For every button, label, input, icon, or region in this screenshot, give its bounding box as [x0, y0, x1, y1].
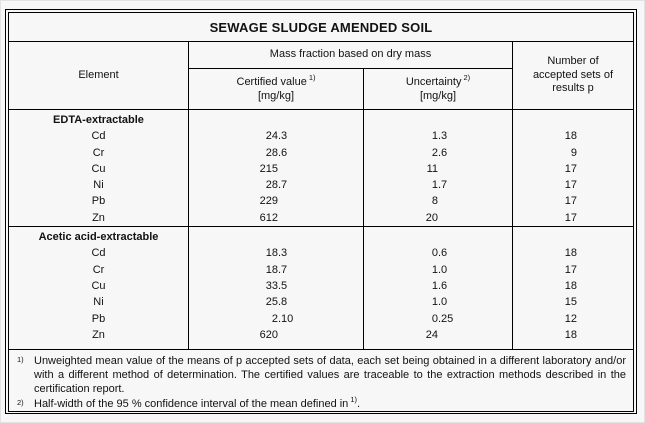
- element-column-cell: EDTA-extractable Cd Cr Cu Ni Pb Zn: [8, 108, 189, 228]
- table-title: SEWAGE SLUDGE AMENDED SOIL: [8, 12, 634, 42]
- column-header-uncertainty: Uncertainty 2) [mg/kg]: [363, 68, 513, 110]
- certified-value: 620: [259, 328, 278, 341]
- certified-value: 24.3: [265, 130, 288, 143]
- accepted-sets-value: 17: [564, 179, 577, 192]
- element-symbol: Cr: [92, 263, 105, 276]
- uncertainty-value: 0.6: [431, 247, 448, 260]
- header-row-1: Element Mass fraction based on dry mass …: [8, 41, 634, 110]
- table-foot: 1) Unweighted mean value of the means of…: [8, 349, 634, 412]
- certified-value: 33.5: [265, 279, 288, 292]
- element-symbol: Cu: [91, 279, 106, 292]
- footnotes: 1) Unweighted mean value of the means of…: [8, 349, 634, 412]
- uncertainty-value: 8: [431, 195, 438, 208]
- accepted-sets-value: 17: [564, 195, 577, 208]
- uncertainty-value: 20: [425, 211, 438, 224]
- blank-line: [365, 229, 512, 245]
- element-symbol: Cr: [92, 146, 105, 159]
- certified-column-cell: 24.3 28.6 215 28.7 229 612: [188, 108, 364, 228]
- certified-value: 612: [259, 211, 278, 224]
- certified-value: 2.10: [271, 312, 294, 325]
- footnote-2-marker: 2): [17, 397, 24, 407]
- certified-value: 25.8: [265, 296, 288, 309]
- uncertainty-value: 2.6: [431, 146, 448, 159]
- table-body: EDTA-extractable Cd Cr Cu Ni Pb Zn 24.3 28.6 215…: [8, 108, 634, 351]
- column-header-accepted-sets: Number of accepted sets of results p: [512, 41, 634, 110]
- table-frame: SEWAGE SLUDGE AMENDED SOIL Element Mass …: [5, 9, 637, 414]
- uncertainty-value: 1.6: [431, 279, 448, 292]
- uncertainty-value: 11: [426, 162, 438, 175]
- section-header: EDTA-extractable: [53, 114, 144, 126]
- section-0: EDTA-extractable Cd Cr Cu Ni Pb Zn 24.3 28.6 215…: [8, 108, 634, 228]
- column-header-certified-value: Certified value 1) [mg/kg]: [188, 68, 364, 110]
- certified-value: 18.7: [265, 263, 288, 276]
- footnote-2-text: Half-width of the 95 % confidence interv…: [34, 395, 361, 410]
- certified-value-label: Certified value 1): [236, 73, 316, 88]
- title-row: SEWAGE SLUDGE AMENDED SOIL: [8, 12, 634, 42]
- accepted-sets-value: 12: [564, 312, 577, 325]
- footnotes-row: 1) Unweighted mean value of the means of…: [8, 349, 634, 412]
- element-symbol: Pb: [91, 312, 106, 325]
- accepted-sets-value: 15: [564, 296, 577, 309]
- accepted-sets-value: 18: [564, 279, 577, 292]
- certified-value: 215: [259, 162, 278, 175]
- certified-column-cell: 18.3 18.7 33.5 25.8 2.10 620: [188, 226, 364, 351]
- accepted-sets-value: 18: [564, 247, 577, 260]
- uncertainty-column-cell: 0.6 1.0 1.6 1.0 0.25 24: [363, 226, 513, 351]
- certified-value: 28.7: [265, 179, 288, 192]
- table-head: SEWAGE SLUDGE AMENDED SOIL Element Mass …: [8, 12, 634, 110]
- uncertainty-value: 1.3: [431, 130, 448, 143]
- accepted-sets-value: 17: [564, 211, 577, 224]
- element-column-cell: Acetic acid-extractable Cd Cr Cu Ni Pb Zn: [8, 226, 189, 351]
- footnote-1-marker: 1): [17, 355, 24, 365]
- uncertainty-value: 24: [425, 328, 438, 341]
- section-header: Acetic acid-extractable: [38, 231, 159, 244]
- certified-value: 229: [259, 195, 278, 208]
- section-1: Acetic acid-extractable Cd Cr Cu Ni Pb Zn 18.3…: [8, 226, 634, 351]
- uncertainty-value: 1.7: [431, 179, 448, 192]
- column-header-element: Element: [8, 41, 189, 110]
- element-symbol: Cd: [91, 247, 106, 260]
- element-symbol: Cd: [91, 130, 106, 143]
- blank-line: [514, 229, 633, 245]
- column-header-mass-fraction: Mass fraction based on dry mass: [188, 41, 513, 69]
- uncertainty-label: Uncertainty 2): [405, 73, 471, 88]
- certified-value: 18.3: [265, 247, 288, 260]
- uncertainty-value: 0.25: [431, 312, 454, 325]
- blank-line: [190, 229, 363, 245]
- element-symbol: Ni: [93, 179, 104, 192]
- certified-value-unit: [mg/kg]: [257, 90, 295, 102]
- header-row-2: Certified value 1) [mg/kg] Uncertainty 2) …: [9, 68, 634, 110]
- element-symbol: Zn: [92, 328, 105, 341]
- certified-value: 28.6: [265, 146, 288, 159]
- footnote-ref-2: 2): [463, 73, 471, 83]
- uncertainty-value: 1.0: [431, 263, 448, 276]
- uncertainty-unit: [mg/kg]: [419, 90, 457, 102]
- accepted-sets-value: 18: [564, 130, 577, 143]
- accepted-sets-column-cell: 18 17 18 15 12 18: [512, 226, 634, 351]
- footnote-1-text: Unweighted mean value of the means of p …: [34, 355, 626, 396]
- accepted-sets-value: 17: [564, 263, 577, 276]
- accepted-sets-value: 18: [564, 328, 577, 341]
- blank-line: [365, 112, 512, 128]
- blank-line: [514, 112, 633, 128]
- accepted-sets-value: 9: [570, 146, 577, 159]
- footnote-ref-1: 1): [350, 395, 357, 405]
- element-symbol: Pb: [91, 195, 106, 208]
- certified-values-table: SEWAGE SLUDGE AMENDED SOIL Element Mass …: [8, 12, 634, 412]
- footnote-ref-1: 1): [308, 73, 316, 83]
- blank-line: [190, 112, 363, 128]
- element-symbol: Cu: [91, 162, 106, 175]
- accepted-sets-label: Number of accepted sets of results p: [532, 55, 614, 95]
- accepted-sets-value: 17: [564, 162, 577, 175]
- footnote-2: 2) Half-width of the 95 % confidence int…: [12, 395, 626, 411]
- element-symbol: Zn: [92, 211, 105, 224]
- element-symbol: Ni: [93, 296, 104, 309]
- uncertainty-value: 1.0: [431, 296, 448, 309]
- uncertainty-column-cell: 1.3 2.6 11 1.7 8 20: [363, 108, 513, 228]
- footnote-1: 1) Unweighted mean value of the means of…: [12, 354, 626, 397]
- accepted-sets-column-cell: 18 9 17 17 17 17: [512, 108, 634, 228]
